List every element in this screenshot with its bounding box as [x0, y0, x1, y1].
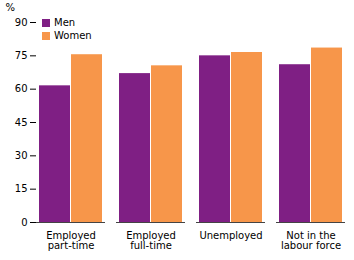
html-text:Women: Women	[54, 30, 92, 41]
html-text:Men: Men	[54, 17, 76, 28]
svg-text:90: 90	[15, 17, 28, 28]
svg-text:60: 60	[15, 83, 28, 94]
svg-text:Not in thelabour force: Not in thelabour force	[281, 230, 341, 251]
svg-text:0: 0	[21, 217, 27, 228]
svg-text:75: 75	[15, 50, 28, 61]
svg-text:45: 45	[15, 117, 28, 128]
svg-text:30: 30	[15, 150, 28, 161]
svg-text:Employedfull-time: Employedfull-time	[126, 230, 176, 251]
svg-text:Unemployed: Unemployed	[199, 230, 262, 241]
svg-text:Employedpart-time: Employedpart-time	[46, 230, 96, 251]
svg-text:15: 15	[15, 183, 28, 194]
svg-text:%: %	[6, 2, 16, 13]
